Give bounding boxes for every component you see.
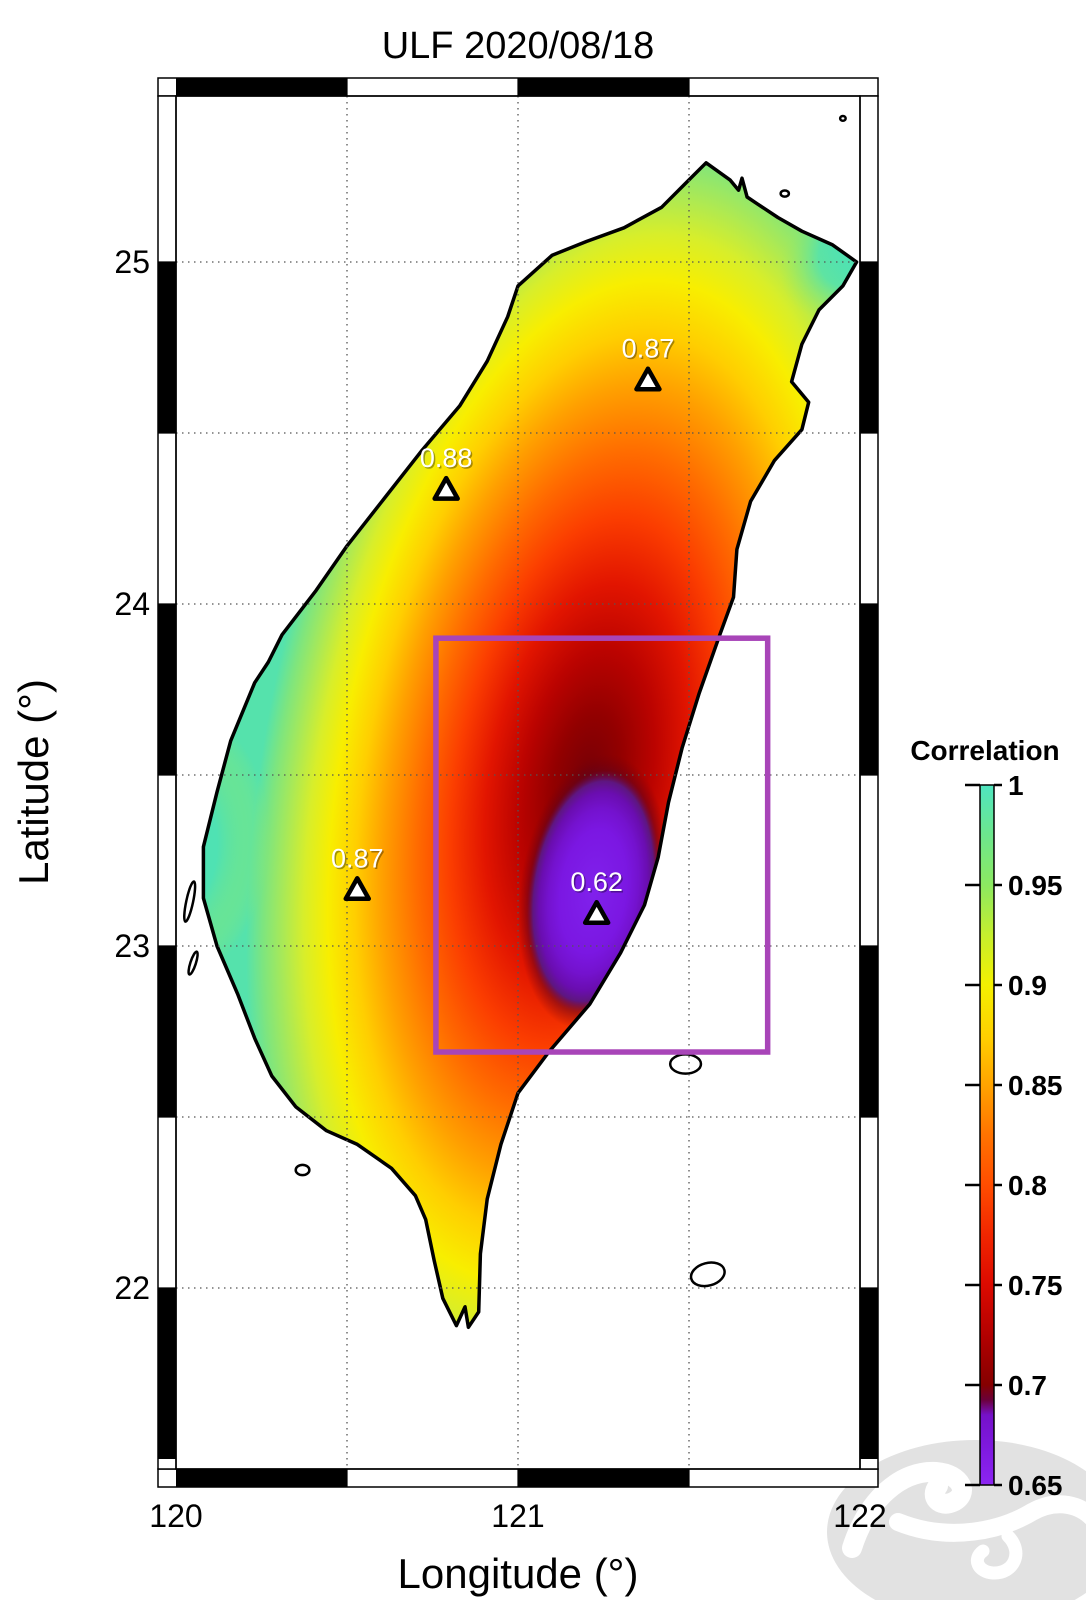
small-island — [668, 1053, 703, 1075]
small-island — [187, 950, 199, 976]
station-value-shadow: 0.87 — [332, 845, 385, 875]
station-value-label: 0.88 — [420, 443, 473, 473]
graticule-layer — [176, 96, 860, 1469]
station-triangle-icon — [634, 366, 662, 392]
taiwan-coastline — [201, 161, 859, 1330]
frame-segment — [158, 262, 176, 433]
small-island — [294, 1163, 311, 1177]
x-tick-label: 122 — [833, 1498, 886, 1534]
frame-segment — [860, 946, 878, 1117]
frame-segment — [860, 262, 878, 433]
colorbar-tick-label: 0.75 — [1008, 1270, 1063, 1301]
colorbar-tick-label: 0.8 — [1008, 1170, 1047, 1201]
station-value-shadow: 0.88 — [421, 445, 474, 475]
frame-segment — [860, 604, 878, 775]
colorbar-layer: 1 0.95 0.9 0.85 0.8 0.75 0.7 0.65 — [965, 770, 1063, 1501]
colorbar-tick-label: 0.65 — [1008, 1470, 1063, 1501]
colorbar-tick-label: 0.7 — [1008, 1370, 1047, 1401]
station-marker-group: 0.870.87 — [622, 334, 676, 392]
station-triangle-icon — [432, 475, 460, 501]
x-axis-title: Longitude (°) — [398, 1550, 639, 1597]
watermark-swirl-3 — [970, 1529, 1023, 1580]
figure-title: ULF 2020/08/18 — [382, 25, 655, 67]
frame-segment — [176, 78, 347, 96]
station-triangle-icon — [582, 899, 611, 925]
frame-segment — [518, 1469, 689, 1487]
small-island — [689, 1261, 726, 1288]
station-marker-group: 0.880.88 — [420, 443, 474, 501]
plot-border — [175, 95, 861, 1470]
frame-segment — [860, 1288, 878, 1459]
colorbar-tick-label: 1 — [1008, 770, 1024, 801]
frame-segment — [518, 78, 689, 96]
contour-field — [203, 162, 857, 1328]
map-frame-layer — [157, 77, 879, 1488]
colorbar-tick-label: 0.95 — [1008, 870, 1063, 901]
y-tick-label: 23 — [114, 928, 150, 964]
watermark-layer — [827, 1440, 1086, 1600]
watermark-swirl-1 — [842, 1461, 972, 1558]
tick-labels-layer: 120 121 122 22 23 24 25 — [114, 244, 886, 1534]
highlight-region-box — [433, 635, 771, 1055]
y-tick-label: 22 — [114, 1270, 150, 1306]
station-marker-group: 0.620.62 — [570, 867, 625, 925]
x-tick-label: 120 — [149, 1498, 202, 1534]
station-value-shadow: 0.87 — [623, 335, 676, 365]
station-value-label: 0.87 — [331, 843, 384, 873]
station-value-label: 0.62 — [570, 867, 623, 897]
contour-field-blob — [203, 162, 857, 1328]
annotations-layer: 0.870.870.880.880.870.870.620.62 — [331, 334, 771, 1055]
colorbar-bar — [979, 784, 995, 1486]
colorbar-title: Correlation — [910, 735, 1059, 766]
y-axis-title: Latitude (°) — [10, 679, 57, 885]
frame-segment — [158, 604, 176, 775]
small-island — [183, 880, 197, 923]
frame-segment — [176, 1469, 347, 1487]
y-tick-label: 25 — [114, 244, 150, 280]
watermark-swirl-2 — [889, 1495, 1086, 1542]
station-value-shadow: 0.62 — [572, 869, 625, 899]
frame-segment — [158, 1288, 176, 1459]
colorbar-tick-label: 0.85 — [1008, 1070, 1063, 1101]
station-triangle-icon — [343, 876, 372, 902]
small-island — [838, 114, 847, 123]
y-tick-label: 24 — [114, 586, 150, 622]
small-island — [779, 189, 791, 198]
station-value-label: 0.87 — [622, 334, 675, 364]
frame-segment — [158, 946, 176, 1117]
taiwan-island-layer — [183, 114, 859, 1330]
colorbar-tick-label: 0.9 — [1008, 970, 1047, 1001]
station-marker-group: 0.870.87 — [331, 843, 385, 902]
x-tick-label: 121 — [491, 1498, 544, 1534]
